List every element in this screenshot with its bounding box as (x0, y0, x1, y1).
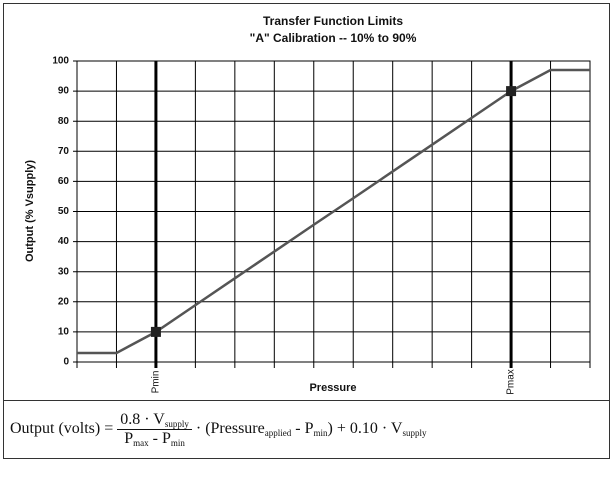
formula: Output (volts) = 0.8 · Vsupply Pmax - Pm… (10, 403, 605, 455)
formula-rhs: · (Pressureapplied - Pmin) + 0.10 · Vsup… (196, 420, 427, 438)
limit-marker (506, 86, 517, 97)
chart-subtitle: "A" Calibration -- 10% to 90% (250, 31, 417, 45)
formula-lhs: Output (volts) (10, 420, 101, 437)
y-axis-title: Output (% Vsupply) (24, 160, 36, 262)
y-tick-label: 70 (58, 146, 70, 157)
y-tick-label: 20 (58, 296, 70, 307)
plot-border (76, 60, 591, 363)
y-tick-label: 50 (58, 206, 70, 217)
y-tick-label: 40 (58, 236, 70, 247)
subscript: supply (402, 428, 427, 438)
subscript: max (133, 437, 149, 448)
y-tick-label: 10 (58, 327, 70, 338)
limit-marker (150, 326, 161, 337)
formula-text: P (124, 429, 134, 447)
formula-text: 0.8 · V (120, 410, 165, 428)
frame (3, 3, 610, 459)
y-tick-label: 80 (58, 116, 70, 127)
x-axis-title: Pressure (309, 382, 356, 394)
data-line (77, 68, 590, 355)
y-tick-label: 0 (63, 357, 69, 368)
y-tick-label: 100 (52, 56, 69, 67)
y-tick-label: 60 (58, 176, 70, 187)
formula-text: ) + 0.10 · V (327, 420, 403, 437)
subscript: min (170, 437, 185, 448)
subscript: supply (164, 418, 189, 429)
numerator: 0.8 · Vsupply (117, 411, 192, 430)
chart-title: Transfer Function Limits (263, 14, 403, 28)
subscript: min (313, 428, 328, 438)
subscript: applied (264, 428, 292, 438)
fraction: 0.8 · Vsupply Pmax - Pmin (117, 411, 192, 448)
formula-text: · (Pressure (195, 420, 265, 437)
formula-equals: = (104, 420, 114, 437)
y-tick-label: 30 (58, 266, 70, 277)
formula-text: - P (291, 420, 314, 437)
y-tick-label: 90 (58, 86, 70, 97)
x-tick-label: Pmin (151, 371, 162, 394)
formula-text: - P (148, 429, 171, 447)
x-tick-label: Pmax (506, 369, 517, 395)
denominator: Pmax - Pmin (121, 430, 188, 448)
